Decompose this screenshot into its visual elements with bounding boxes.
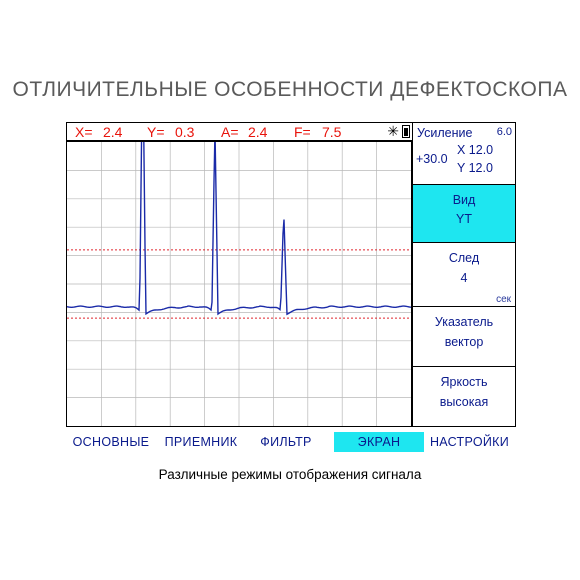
menu-filter[interactable]: ФИЛЬТР bbox=[260, 435, 312, 449]
menu-screen[interactable]: ЭКРАН bbox=[334, 432, 424, 452]
page-title: ОТЛИЧИТЕЛЬНЫЕ ОСОБЕННОСТИ ДЕФЕКТОСКОПА bbox=[12, 78, 568, 101]
view-panel[interactable]: Вид YT bbox=[413, 185, 515, 243]
caption: Различные режимы отображения сигнала bbox=[158, 467, 422, 482]
trace-unit: сек bbox=[496, 294, 511, 305]
y-value: 0.3 bbox=[175, 124, 195, 140]
status-bar: X= 2.4 Y= 0.3 A= 2.4 F= 7.5 ✳ bbox=[66, 122, 412, 141]
gain-value: 6.0 bbox=[496, 126, 512, 138]
view-label: Вид bbox=[452, 193, 476, 207]
gain-panel[interactable]: Усиление 6.0 +30.0 X 12.0 Y 12.0 bbox=[413, 123, 515, 185]
gain-offset: +30.0 bbox=[416, 152, 448, 166]
a-label: A= bbox=[221, 124, 239, 140]
plot-grid bbox=[67, 142, 411, 426]
signal-plot bbox=[66, 141, 412, 427]
gain-x: X 12.0 bbox=[457, 143, 494, 157]
x-label: X= bbox=[75, 124, 93, 140]
f-label: F= bbox=[294, 124, 311, 140]
f-value: 7.5 bbox=[322, 124, 342, 140]
signal-plot-svg bbox=[67, 142, 411, 426]
gain-label: Усиление bbox=[417, 126, 473, 140]
view-value: YT bbox=[456, 212, 472, 226]
pointer-value: вектор bbox=[444, 335, 484, 349]
pointer-label: Указатель bbox=[434, 315, 494, 329]
gain-y: Y 12.0 bbox=[457, 161, 493, 175]
brightness-value: высокая bbox=[439, 395, 489, 409]
trace-panel[interactable]: След 4 сек bbox=[413, 243, 515, 307]
battery-icon bbox=[402, 125, 410, 138]
brightness-label: Яркость bbox=[440, 375, 488, 389]
menu-receiver[interactable]: ПРИЕМНИК bbox=[164, 435, 238, 449]
sun-icon: ✳ bbox=[387, 123, 399, 139]
trace-value: 4 bbox=[460, 271, 468, 285]
y-label: Y= bbox=[147, 124, 165, 140]
pointer-panel[interactable]: Указатель вектор bbox=[413, 307, 515, 367]
brightness-panel[interactable]: Яркость высокая bbox=[413, 367, 515, 426]
side-panel: Усиление 6.0 +30.0 X 12.0 Y 12.0 Вид YT … bbox=[412, 122, 516, 427]
signal-trace bbox=[67, 142, 411, 316]
flaw-detector-screen: X= 2.4 Y= 0.3 A= 2.4 F= 7.5 ✳ Усиление 6… bbox=[66, 122, 516, 456]
menu-settings[interactable]: НАСТРОЙКИ bbox=[429, 435, 510, 449]
trace-label: След bbox=[448, 251, 480, 265]
bottom-menu: ОСНОВНЫЕ ПРИЕМНИК ФИЛЬТР ЭКРАН НАСТРОЙКИ bbox=[66, 432, 514, 454]
a-value: 2.4 bbox=[248, 124, 268, 140]
x-value: 2.4 bbox=[103, 124, 123, 140]
menu-basic[interactable]: ОСНОВНЫЕ bbox=[72, 435, 150, 449]
